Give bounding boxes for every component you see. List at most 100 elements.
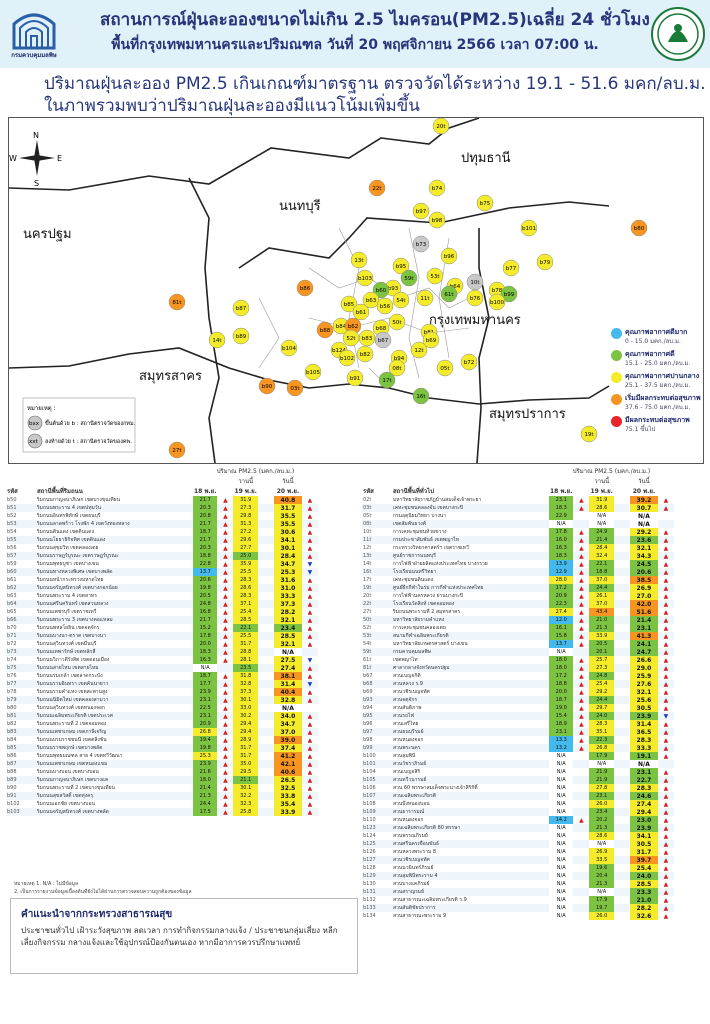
value-d1: 22.8 xyxy=(193,560,218,568)
station-name: ริมถนนพระรามที่ 2 สมุทรสาคร xyxy=(393,609,461,615)
trend-icon: ▲ xyxy=(663,608,669,616)
station-code: b85 xyxy=(7,745,17,751)
trend-d1-arrow: ▲ xyxy=(223,624,228,632)
province-boundary xyxy=(9,347,610,405)
trend-d1-arrow: ▲ xyxy=(579,616,584,624)
trend-d1-arrow: ▲ xyxy=(223,544,228,552)
table-row: b130 สวนบางแคภิรมย์ N/A 21.3 28.5 ▲ xyxy=(362,880,674,888)
trend-d2-arrow xyxy=(614,768,630,776)
table-row: 12t กระทรวงวิทยาศาสตร์ฯ เขตราชเทวี 16.3 ▲ 28… xyxy=(362,544,674,552)
value-d2: 21.3 xyxy=(589,624,614,632)
trend-d2-arrow xyxy=(614,664,630,672)
station-marker-b89: b89 xyxy=(232,327,250,345)
station-marker-b80: b80 xyxy=(630,219,648,237)
station-code: b69 xyxy=(363,689,373,695)
map-key-pcd: ลงท้ายด้วย t : สถานีตรวจวัดของคพ. xyxy=(45,438,132,445)
station-name: ริมถนนดินแดง เขตดินแดง xyxy=(37,529,94,535)
station-id: b82 xyxy=(360,352,371,358)
station-marker-16t: 16t xyxy=(412,387,430,405)
trend-icon: ▲ xyxy=(663,800,669,808)
station-code: b56 xyxy=(7,545,17,551)
value-d3: 31.7 xyxy=(629,848,658,856)
value-d1: 21.6 xyxy=(193,768,218,776)
station-code: 03t xyxy=(363,505,372,511)
summary-line-2: ในภาพรวมพบว่าปริมาณฝุ่นละอองมีแนวโน้มเพิ… xyxy=(44,96,420,116)
table-row: b96 สวนเสรีไทย 18.9 ▲ 28.3 31.4 ▲ xyxy=(362,720,674,728)
value-d3: 26.5 xyxy=(273,776,302,784)
station-code: b66 xyxy=(7,617,17,623)
trend-d2-arrow xyxy=(258,592,274,600)
legend-range: 37.6 - 75.0 มคก./ลบ.ม. xyxy=(625,404,691,411)
station-code: b64 xyxy=(7,601,17,607)
value-d1: 26.8 xyxy=(193,728,218,736)
station-name: ริมถนนกาญจนาภิเษก เขตบางขุนเทียน xyxy=(37,497,120,503)
station-code: 54t xyxy=(363,641,372,647)
value-d1: 23.1 xyxy=(193,712,218,720)
value-d2: 17.9 xyxy=(589,752,614,760)
trend-d1-arrow: ▲ xyxy=(579,640,584,648)
trend-d1-arrow: ▲ xyxy=(223,616,228,624)
trend-d2-arrow xyxy=(614,760,630,768)
table-row: b100 สวนลุมพินี N/A 17.9 19.1 ▲ xyxy=(362,752,674,760)
station-id: b56 xyxy=(380,304,391,310)
trend-icon: ▲ xyxy=(307,736,313,744)
trend-d2-arrow xyxy=(614,912,630,920)
trend-d1-arrow: ▲ xyxy=(579,560,584,568)
value-d2: 31.7 xyxy=(233,640,258,648)
trend-d2-arrow xyxy=(614,808,630,816)
value-d1: N/A xyxy=(549,648,574,656)
station-id: b100 xyxy=(490,300,504,306)
value-d2: 31.9 xyxy=(233,496,258,504)
station-code: b79 xyxy=(7,697,17,703)
station-code: b65 xyxy=(7,609,17,615)
trend-d2-arrow xyxy=(614,608,630,616)
value-d1: N/A xyxy=(549,520,574,528)
value-d2: 28.3 xyxy=(233,576,258,584)
station-id: b102 xyxy=(340,356,354,362)
station-marker-b61: b61 xyxy=(352,303,370,321)
value-d2: 28.6 xyxy=(589,504,614,512)
station-id: b73 xyxy=(416,242,427,248)
station-marker-b103: b103 xyxy=(356,269,374,287)
trend-d1-arrow xyxy=(573,912,589,920)
value-d3: 24.1 xyxy=(629,640,658,648)
station-id: b80 xyxy=(634,226,645,232)
trend-icon: ▲ xyxy=(307,792,313,800)
value-d3: 23.9 xyxy=(629,824,658,832)
station-dot xyxy=(208,331,226,349)
trend-d1-arrow: ▲ xyxy=(579,584,584,592)
station-name: เขตสัมพันธวงศ์ xyxy=(393,521,426,527)
value-d2: N/A xyxy=(589,888,614,896)
table-row: b55 ริมถนนโยธาธิกิจทิศ เขตดินแดง 21.7 ▲ 29.6… xyxy=(6,536,318,544)
trend-d2-arrow xyxy=(614,840,630,848)
value-d1: 20.3 xyxy=(193,544,218,552)
trend-icon: ▲ xyxy=(307,520,313,528)
table-row: b60 ริมถนนทางหลวงพิเศษ เขตบางพลัด 13.7 ▲ 25.… xyxy=(6,568,318,576)
trend-d2-arrow xyxy=(258,656,274,664)
value-d1: 18.0 xyxy=(193,776,218,784)
trend-d1-arrow: ▲ xyxy=(579,600,584,608)
station-dot xyxy=(352,303,370,321)
station-id: b99 xyxy=(504,292,515,298)
trend-icon: ▲ xyxy=(307,752,313,760)
trend-icon: ▲ xyxy=(663,576,669,584)
trend-d2-arrow xyxy=(614,624,630,632)
value-d2: 33.9 xyxy=(589,632,614,640)
trend-icon xyxy=(658,512,674,520)
station-dot xyxy=(356,345,374,363)
trend-icon: ▲ xyxy=(663,720,669,728)
compass-rose: N S W E xyxy=(9,131,62,188)
trend-d1-arrow: ▲ xyxy=(579,720,584,728)
table-row: b95 สวนรถไฟ 15.4 ▲ 24.0 23.9 ▼ xyxy=(362,712,674,720)
value-d1: 18.8 xyxy=(193,552,218,560)
table-row: 16t โรงเรียนนนทรีวิทยา 12.9 ▲ 18.8 20.6 ▲ xyxy=(362,568,674,576)
table-row: b128 สวนนวมินทร์ภิรมย์ N/A 19.6 25.4 ▲ xyxy=(362,864,674,872)
station-marker-b82: b82 xyxy=(356,345,374,363)
table-row: b66 ริมถนนพระราม 3 เขตบางคอแหลม 21.7 ▲ 28.5 3… xyxy=(6,616,318,624)
trend-icon: ▲ xyxy=(663,560,669,568)
unit-label-left: ปริมาณ PM2.5 (มคก./ลบ.ม.) xyxy=(216,468,295,475)
value-d2: 26.9 xyxy=(589,848,614,856)
station-id: 19t xyxy=(584,432,594,438)
trend-d2-arrow xyxy=(614,680,630,688)
table-row: b129 สวนลุมพินีพระราม 4 N/A 20.4 24.0 ▲ xyxy=(362,872,674,880)
